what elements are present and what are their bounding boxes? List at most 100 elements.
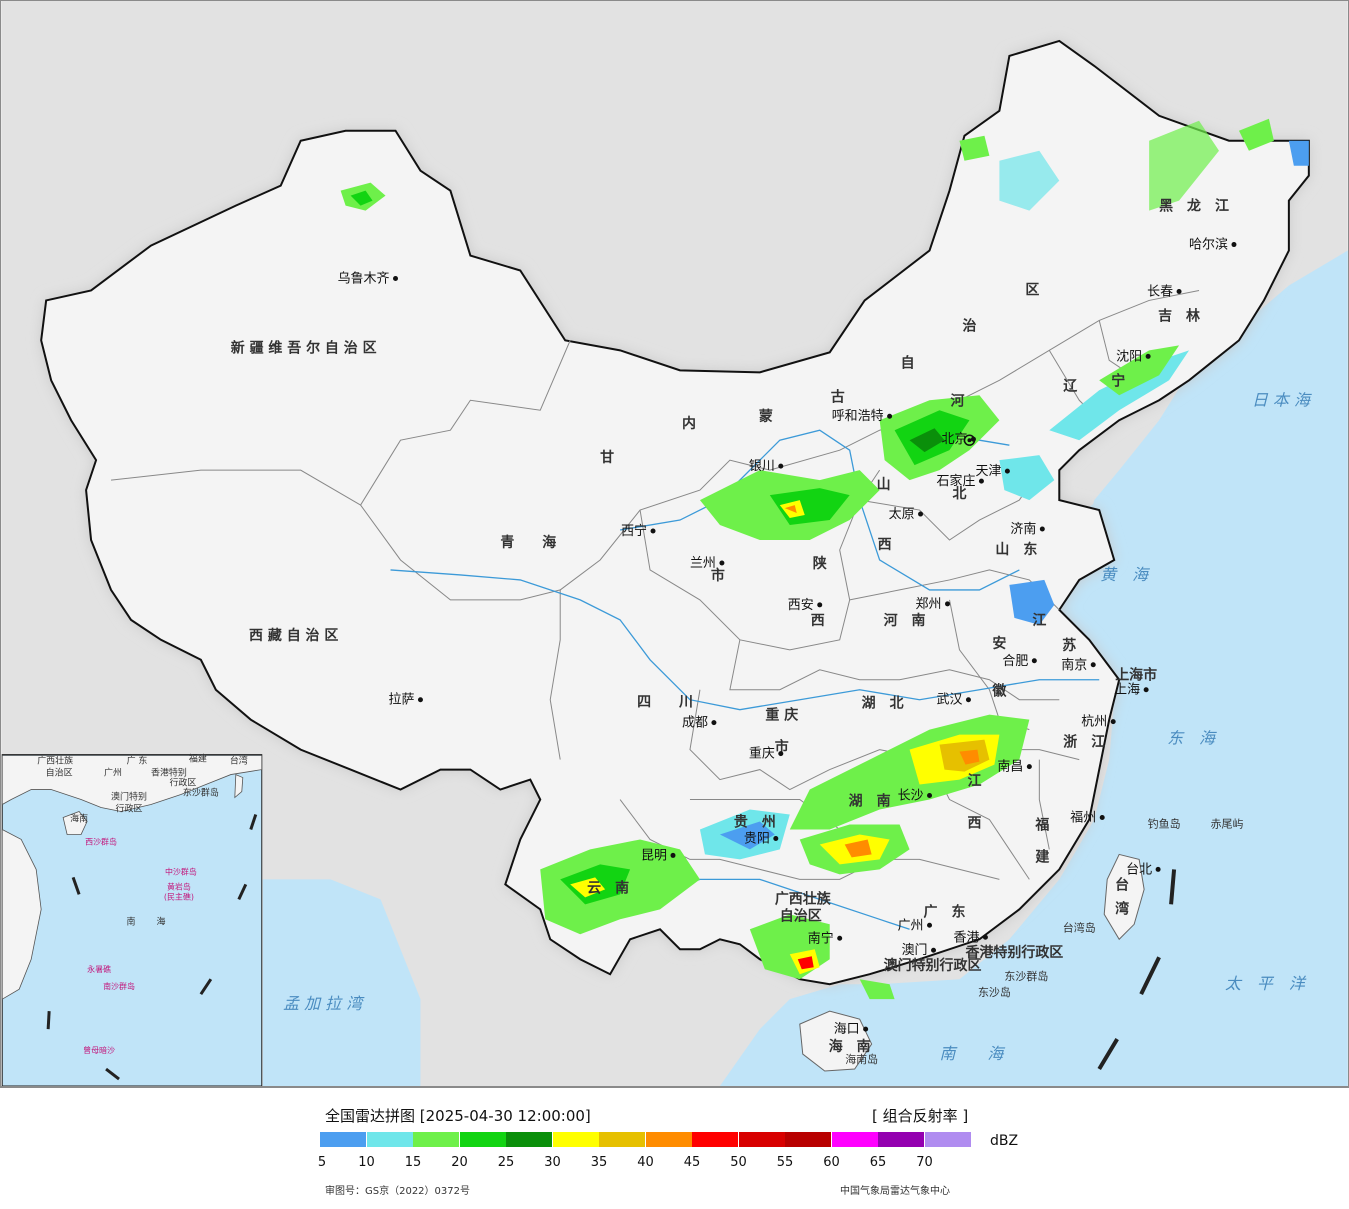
province-label: 河 <box>950 392 964 409</box>
scale-tick-label: 45 <box>683 1155 701 1170</box>
province-label: 海 南 <box>829 1038 871 1055</box>
island-label: 东沙群岛 <box>1004 969 1048 983</box>
color-swatch <box>924 1132 971 1147</box>
city-label: 合肥 <box>1002 654 1028 669</box>
legend-panel: 全国雷达拼图 [2025-04-30 12:00:00] [ 组合反射率 ] d… <box>0 1087 1349 1209</box>
city-marker <box>1004 468 1010 474</box>
color-swatch <box>366 1132 413 1147</box>
province-label: 辽 <box>1063 378 1078 394</box>
province-label: 江 <box>967 773 981 790</box>
inset-label: 东沙群岛 <box>183 787 219 799</box>
city-marker <box>778 463 784 469</box>
color-swatch <box>459 1132 506 1147</box>
province-label: 浙 江 <box>1063 734 1105 751</box>
city-marker <box>773 835 779 841</box>
inset-island-label: 永暑礁 <box>87 964 111 974</box>
city-marker <box>1026 764 1032 770</box>
province-label: 自治区 <box>780 907 822 924</box>
city-label: 银川 <box>749 459 775 474</box>
province-label: 湖 南 <box>849 793 891 810</box>
sea-bengal <box>262 879 421 1086</box>
scale-tick-label: 40 <box>637 1155 654 1170</box>
province-label: 新 疆 维 吾 尔 自 治 区 <box>231 339 377 356</box>
inset-island-label: 南沙群岛 <box>103 981 135 991</box>
city-label: 郑州 <box>916 597 942 612</box>
city-label: 上海 <box>1114 683 1140 698</box>
inset-taiwan <box>234 773 244 799</box>
city-marker <box>1031 658 1037 664</box>
scale-tick-label: 25 <box>497 1155 515 1170</box>
beijing-marker-dot <box>967 438 972 443</box>
city-label: 昆明 <box>641 848 667 863</box>
inset-label: 海南 <box>70 812 88 824</box>
scale-tick-label: 50 <box>730 1155 747 1170</box>
city-marker <box>982 934 988 940</box>
city-label: 南京 <box>1061 657 1087 673</box>
inset-label: 海 <box>156 915 165 927</box>
city-marker <box>918 511 924 517</box>
province-label: 西 <box>967 815 981 831</box>
city-marker <box>931 947 937 953</box>
province-label: 江 <box>1032 612 1046 629</box>
province-label: 内 <box>682 415 696 432</box>
color-swatch <box>878 1132 924 1147</box>
province-label: 市 <box>775 739 789 756</box>
sea-labels: 日 本 海黄 海东 海太 平 洋南 海 孟 加 拉 湾 <box>283 390 1312 1063</box>
scale-tick-label: 65 <box>869 1155 887 1170</box>
city-label: 乌鲁木齐 <box>338 270 390 286</box>
color-swatch <box>645 1132 692 1147</box>
city-marker <box>945 601 950 607</box>
province-label: 安 <box>992 635 1006 652</box>
province-label: 宁 <box>1111 372 1125 389</box>
city-label: 长沙 <box>898 789 924 804</box>
city-label: 成都 <box>682 716 708 731</box>
province-label: 广 东 <box>924 903 966 920</box>
city-marker <box>1176 288 1182 294</box>
inset-label: 广州 <box>104 767 122 779</box>
city-marker <box>837 935 843 941</box>
city-label: 济南 <box>1010 521 1036 537</box>
city-label: 长春 <box>1147 284 1173 299</box>
color-swatch <box>599 1132 645 1147</box>
scale-tick-label: 15 <box>404 1155 422 1170</box>
legend-title: 全国雷达拼图 [2025-04-30 12:00:00] <box>325 1107 591 1125</box>
inset-west-coast <box>1 828 42 1000</box>
province-label: 西 <box>811 613 825 629</box>
province-label: 吉 林 <box>1158 307 1200 324</box>
scale-tick-label: 70 <box>916 1155 933 1170</box>
province-label: 香港特别行政区 <box>964 944 1063 961</box>
city-marker <box>863 1026 869 1032</box>
color-swatch <box>506 1132 552 1147</box>
city-label: 拉萨 <box>389 693 415 708</box>
province-label: 建 <box>1035 848 1049 865</box>
province-label: 福 <box>1034 816 1049 833</box>
province-label: 苏 <box>1062 637 1076 654</box>
province-label: 青 海 <box>500 534 556 551</box>
city-label: 兰州 <box>690 556 716 571</box>
province-label: 湾 <box>1115 900 1129 917</box>
nine-dash-line <box>1097 869 1177 1071</box>
island-label: 海南岛 <box>845 1052 878 1066</box>
sea-label: 孟 加 拉 湾 <box>283 994 365 1013</box>
province-label: 湖 北 <box>862 696 904 712</box>
inset-label: 自治区 <box>46 767 73 779</box>
island-label: 钓鱼岛 <box>1148 816 1181 830</box>
city-marker <box>417 697 423 703</box>
sea-label: 太 平 洋 <box>1225 974 1307 993</box>
province-label: 西 <box>878 537 892 553</box>
inset-label: 澳门特别 <box>111 791 147 803</box>
color-swatch <box>552 1132 599 1147</box>
sea-label: 黄 海 <box>1100 565 1150 584</box>
island-label: 台湾岛 <box>1063 920 1096 934</box>
city-label: 沈阳 <box>1116 349 1142 364</box>
inset-label: 香港特别 <box>151 767 187 779</box>
province-label: 澳门特别行政区 <box>884 957 982 974</box>
hainan-island <box>799 1010 873 1072</box>
province-label: 古 <box>831 388 845 405</box>
city-label: 重庆 <box>749 746 775 762</box>
province-label: 徽 <box>991 683 1007 700</box>
